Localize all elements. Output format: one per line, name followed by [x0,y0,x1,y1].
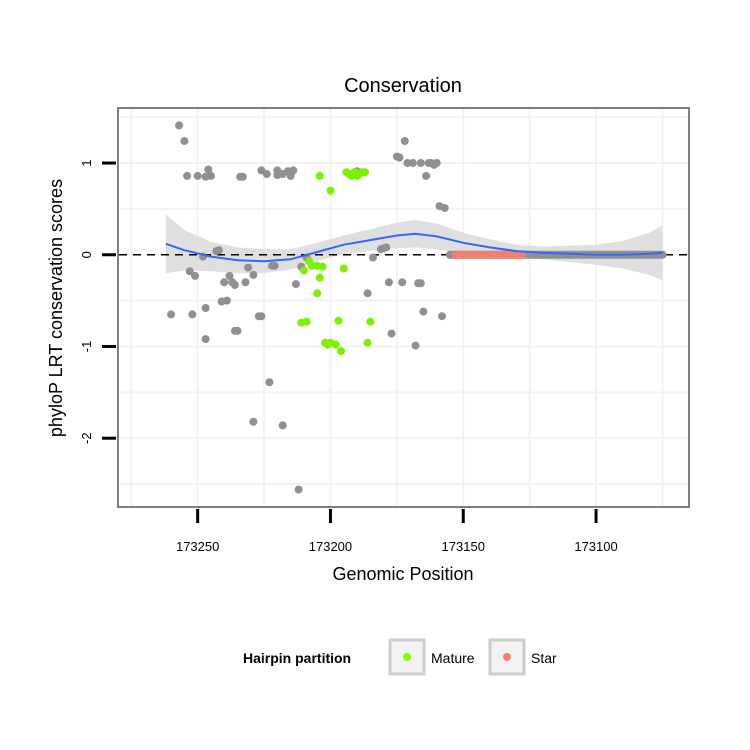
point-mature [315,171,324,180]
point-other [398,278,407,287]
y-tick-label: 0 [79,251,94,258]
point-other [408,159,417,167]
point-other [191,271,199,280]
point-other [220,278,229,287]
point-other [416,159,425,167]
point-other [207,171,215,180]
point-mature [339,264,348,273]
point-mature [334,316,343,325]
point-other [369,253,377,262]
point-other [416,279,425,288]
point-other [225,271,234,280]
x-axis-title: Genomic Position [332,564,473,584]
y-axis: 1 0 -1 -2 [79,159,116,444]
smooth-line-layer [165,232,663,263]
point-other [419,307,428,316]
smooth-confidence-band [165,214,663,281]
chart-title: Conservation [344,75,462,97]
point-mature [326,186,335,195]
point-mature [315,273,324,282]
point-other [204,165,213,174]
point-other [262,170,271,178]
point-other [440,204,449,212]
smooth-ribbon-layer [165,214,663,281]
point-mature [363,338,372,347]
legend-title: Hairpin partition [243,650,351,666]
y-tick-label: -1 [79,341,94,353]
x-tick-label: 173150 [442,539,485,554]
point-other [395,153,404,162]
point-other [278,421,287,430]
point-other [257,312,266,321]
points-layer [167,121,667,494]
y-tick-label: -2 [79,432,94,444]
point-other [400,137,409,145]
point-other [411,341,420,350]
point-other [438,312,446,321]
point-other [387,329,396,338]
point-other [432,159,441,167]
point-other [214,246,223,255]
point-other [289,166,298,175]
x-tick-label: 173100 [574,539,617,554]
legend: Hairpin partition Mature Star [243,638,557,676]
point-other [270,261,279,270]
x-tick-label: 173200 [309,539,352,554]
point-other [422,171,431,180]
point-mature [313,289,322,298]
y-axis-title: phyloP LRT conservation scores [46,179,66,437]
point-other [167,310,176,319]
point-other [238,172,247,181]
point-other [193,171,202,180]
x-axis: 173250 173200 173150 173100 [176,509,618,554]
x-tick-label: 173250 [176,539,219,554]
legend-marker-star [503,653,511,661]
legend-label-mature: Mature [431,650,475,666]
y-tick-label: 1 [79,159,94,166]
point-other [180,137,189,145]
point-mature [318,262,327,271]
point-other [244,263,253,272]
point-mature [302,317,311,326]
point-other [233,326,242,335]
point-other [363,289,372,298]
point-other [185,267,194,276]
point-other [201,335,210,344]
point-mature [366,317,375,326]
point-other [294,485,303,494]
point-other [188,310,197,319]
point-mature [337,347,346,356]
legend-key-star [488,638,526,676]
point-mature [299,266,308,275]
point-mature [331,340,340,349]
point-other [230,281,239,289]
point-other [183,171,192,180]
smooth-line [165,232,663,263]
point-other [291,280,300,289]
point-other [249,417,258,426]
point-other [222,296,231,305]
point-other [249,270,258,279]
point-mature [361,168,369,177]
point-other [265,378,274,387]
point-other [382,243,391,252]
point-other [175,121,184,130]
point-other [384,278,393,287]
legend-marker-mature [403,653,411,661]
point-other [241,278,250,287]
point-other [201,304,210,312]
legend-label-star: Star [531,650,557,666]
